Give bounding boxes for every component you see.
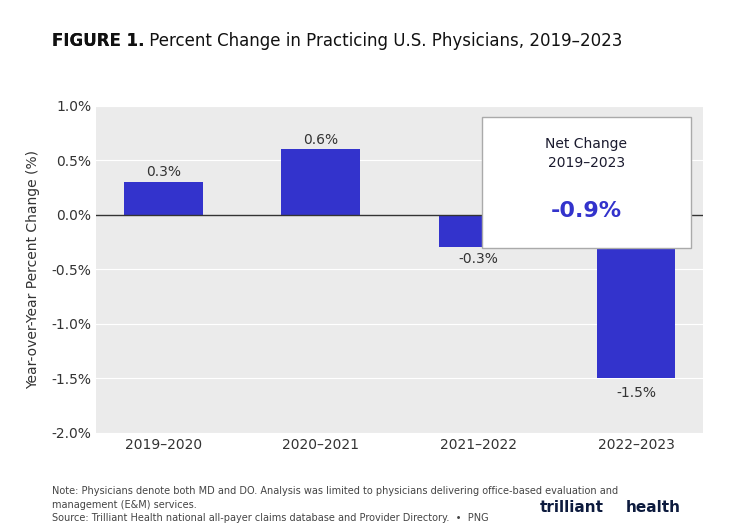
Bar — [124, 182, 203, 215]
Bar — [596, 215, 676, 379]
Text: -1.5%: -1.5% — [616, 386, 656, 400]
Text: Net Change
2019–2023: Net Change 2019–2023 — [545, 137, 628, 171]
Bar — [439, 215, 518, 248]
FancyBboxPatch shape — [482, 117, 691, 248]
Bar — [281, 149, 360, 215]
Text: -0.3%: -0.3% — [459, 252, 498, 266]
Text: health: health — [625, 500, 680, 515]
Text: 0.3%: 0.3% — [146, 165, 181, 180]
Text: -0.9%: -0.9% — [551, 201, 622, 221]
Text: Percent Change in Practicing U.S. Physicians, 2019–2023: Percent Change in Practicing U.S. Physic… — [144, 32, 622, 50]
Text: FIGURE 1.: FIGURE 1. — [52, 32, 144, 50]
Text: 0.6%: 0.6% — [303, 133, 338, 147]
Text: trilliant: trilliant — [540, 500, 604, 515]
Y-axis label: Year-over-Year Percent Change (%): Year-over-Year Percent Change (%) — [26, 150, 40, 389]
Text: FIGURE 1.: FIGURE 1. — [52, 32, 144, 50]
Text: Note: Physicians denote both MD and DO. Analysis was limited to physicians deliv: Note: Physicians denote both MD and DO. … — [52, 486, 618, 523]
